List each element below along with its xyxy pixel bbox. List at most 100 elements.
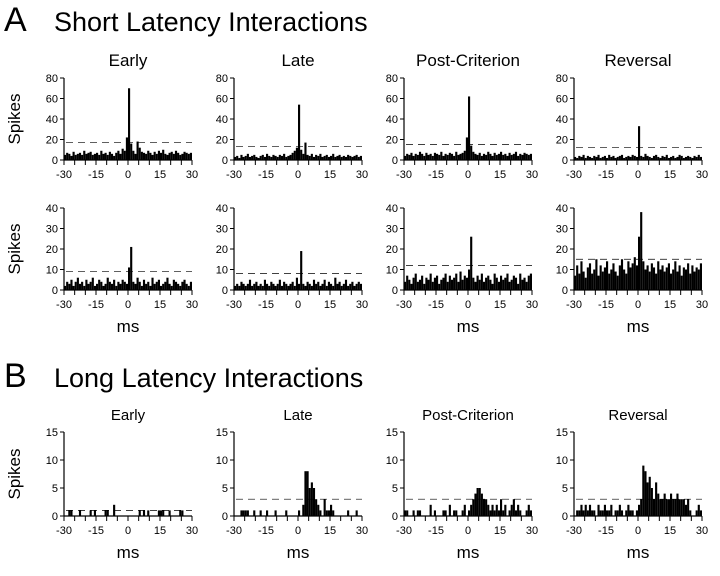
x-axis-label: ms xyxy=(627,543,650,562)
x-axis-label: ms xyxy=(627,317,650,336)
histogram-bar xyxy=(635,265,638,290)
histogram-bar xyxy=(340,285,343,290)
y-tick-label: 0 xyxy=(562,285,568,297)
histogram-bar xyxy=(164,153,167,160)
histogram-bar xyxy=(121,279,124,290)
x-tick-label: 0 xyxy=(635,169,641,181)
x-tick-label: 15 xyxy=(494,525,506,537)
histogram-bar xyxy=(302,153,305,160)
histogram-bar xyxy=(238,285,241,290)
histogram-bar xyxy=(670,273,673,290)
histogram-bar xyxy=(87,283,90,290)
y-tick-label: 0 xyxy=(52,285,58,297)
histogram-bar xyxy=(287,285,290,290)
histogram-bar xyxy=(680,499,683,516)
histogram-bar xyxy=(603,267,606,290)
histogram-bar xyxy=(255,281,258,290)
histogram-bar xyxy=(319,510,322,516)
x-tick-label: 0 xyxy=(125,169,131,181)
histogram-bar xyxy=(293,285,296,290)
histogram-bar xyxy=(123,150,126,160)
histogram-bar xyxy=(480,273,483,290)
histogram-bar xyxy=(697,269,700,290)
histogram-bar xyxy=(684,504,688,516)
histogram-bar xyxy=(606,510,609,516)
chart-panel-a-2-2: 0 10 20 30 40 -30 -15 0 15 30 xyxy=(216,203,368,311)
histogram-bar xyxy=(74,281,77,290)
histogram-bar xyxy=(584,277,587,290)
histogram-bar xyxy=(682,499,685,516)
histogram-bar xyxy=(687,263,690,290)
x-axis-label: ms xyxy=(117,317,140,336)
histogram-bar xyxy=(330,504,333,516)
x-tick-label: 30 xyxy=(356,299,368,311)
histogram-bar xyxy=(85,153,88,160)
histogram-bar xyxy=(280,285,284,290)
histogram-bar xyxy=(610,156,613,160)
histogram-bar xyxy=(298,510,301,516)
histogram-bar xyxy=(427,279,430,290)
histogram-bar xyxy=(347,285,350,290)
histogram-bar xyxy=(325,285,328,290)
histogram-bar xyxy=(147,150,150,160)
histogram-bar xyxy=(255,156,258,160)
histogram-bar xyxy=(691,157,694,160)
histogram-bar xyxy=(128,88,131,160)
histogram-bar xyxy=(625,273,628,290)
x-tick-label: -15 xyxy=(598,299,614,311)
histogram-bar xyxy=(436,153,439,160)
x-tick-label: 30 xyxy=(526,525,538,537)
x-tick-label: -30 xyxy=(226,299,242,311)
histogram-bar xyxy=(502,279,505,290)
histogram-bar xyxy=(110,283,114,290)
histogram-bar xyxy=(327,281,330,290)
histogram-bar xyxy=(610,504,613,516)
x-tick-label: -30 xyxy=(226,169,242,181)
histogram-bar xyxy=(151,154,154,160)
histogram-bar xyxy=(160,510,163,516)
histogram-bar xyxy=(478,279,481,290)
histogram-bar xyxy=(695,156,698,160)
histogram-bar xyxy=(76,153,79,160)
histogram-bar xyxy=(500,151,503,160)
histogram-bar xyxy=(155,153,158,160)
x-axis-label: ms xyxy=(117,543,140,562)
histogram-bar xyxy=(351,156,354,160)
histogram-bar xyxy=(652,155,656,160)
histogram-bar xyxy=(646,265,649,290)
histogram-bar xyxy=(480,493,483,516)
histogram-bar xyxy=(78,283,82,290)
histogram-bar xyxy=(104,152,107,160)
histogram-bar xyxy=(295,277,298,290)
histogram-bar xyxy=(236,283,239,290)
section-a-title: Short Latency Interactions xyxy=(54,7,368,37)
x-tick-label: 15 xyxy=(154,299,166,311)
histogram-bar xyxy=(676,271,679,290)
histogram-bar xyxy=(304,471,307,516)
histogram-bar xyxy=(529,273,532,290)
histogram-bar xyxy=(485,499,488,516)
histogram-bar xyxy=(304,285,307,290)
histogram-bar xyxy=(355,510,358,516)
histogram-bar xyxy=(70,279,73,290)
histogram-bar xyxy=(351,281,354,290)
histogram-bar xyxy=(674,157,677,160)
histogram-bar xyxy=(618,265,621,290)
histogram-bar xyxy=(113,279,116,290)
histogram-bar xyxy=(179,510,182,516)
histogram-bar xyxy=(627,155,630,160)
histogram-bar xyxy=(268,155,271,160)
histogram-bar xyxy=(431,281,434,290)
histogram-bar xyxy=(189,281,192,290)
histogram-bar xyxy=(353,285,356,290)
histogram-bar xyxy=(623,269,626,290)
histogram-bar xyxy=(512,275,515,290)
histogram-bar xyxy=(446,281,449,290)
histogram-bar xyxy=(623,157,626,160)
chart-panel-b-3-4: Reversal 0 5 10 15 -30 -15 0 15 30 ms xyxy=(556,407,708,562)
histogram-bar xyxy=(510,279,513,290)
histogram-bar xyxy=(597,275,600,290)
histogram-bar xyxy=(321,156,324,160)
histogram-bar xyxy=(98,154,101,160)
